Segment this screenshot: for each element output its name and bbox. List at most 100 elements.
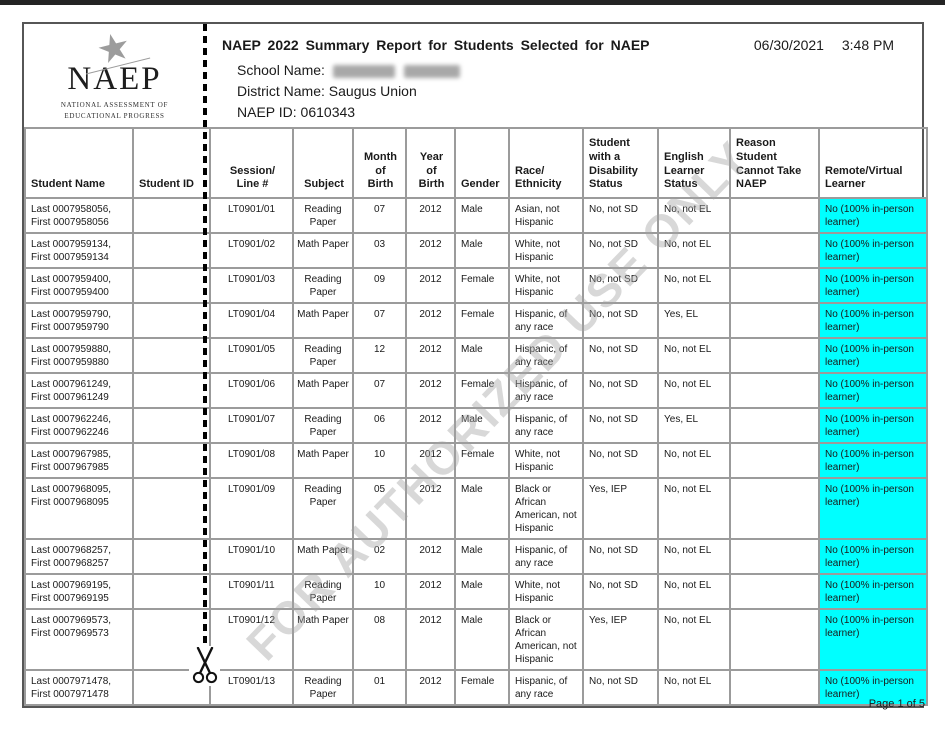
- district-name-label: District Name:: [237, 83, 325, 99]
- cell-id: [132, 267, 211, 304]
- cell-subject: Reading Paper: [292, 669, 354, 706]
- column-header-remote: Remote/Virtual Learner: [818, 127, 928, 199]
- cell-year: 2012: [405, 267, 456, 304]
- cell-subject: Math Paper: [292, 232, 354, 269]
- cell-race: Hispanic, of any race: [508, 407, 584, 444]
- cell-reason: [729, 407, 820, 444]
- table-row: Last 0007959880, First 0007959880 LT0901/…: [24, 337, 928, 374]
- students-table: Student Name Student ID Session/ Line # Sub…: [24, 127, 928, 706]
- cell-english: Yes, EL: [657, 407, 731, 444]
- cell-session: LT0901/09: [209, 477, 294, 540]
- cell-name: Last 0007961249, First 0007961249: [24, 372, 134, 409]
- cell-english: No, not EL: [657, 372, 731, 409]
- column-header-month: Month of Birth: [352, 127, 407, 199]
- cell-race: Hispanic, of any race: [508, 538, 584, 575]
- cell-id: [132, 538, 211, 575]
- document-page: ★ NAEP NATIONAL ASSESSMENT OF EDUCATIONA…: [22, 22, 928, 708]
- report-date: 06/30/2021: [753, 37, 824, 53]
- cell-session: LT0901/07: [209, 407, 294, 444]
- cell-gender: Female: [454, 372, 510, 409]
- table-row: Last 0007968257, First 0007968257 LT0901/…: [24, 538, 928, 575]
- table-row: Last 0007967985, First 0007967985 LT0901/…: [24, 442, 928, 479]
- cell-session: LT0901/13: [209, 669, 294, 706]
- naep-id-value: 0610343: [300, 104, 356, 120]
- cell-session: LT0901/01: [209, 197, 294, 234]
- cell-reason: [729, 477, 820, 540]
- page-top-border: [0, 0, 945, 5]
- cell-race: White, not Hispanic: [508, 267, 584, 304]
- cell-id: [132, 372, 211, 409]
- cell-month: 09: [352, 267, 407, 304]
- cell-year: 2012: [405, 232, 456, 269]
- naep-logo: ★ NAEP NATIONAL ASSESSMENT OF EDUCATIONA…: [24, 24, 205, 127]
- cell-remote: No (100% in-person learner): [818, 669, 928, 706]
- cell-id: [132, 573, 211, 610]
- school-name-redacted: [332, 64, 395, 78]
- cell-english: No, not EL: [657, 197, 731, 234]
- cell-reason: [729, 267, 820, 304]
- column-header-session: Session/ Line #: [209, 127, 294, 199]
- cell-race: Black or African American, not Hispanic: [508, 608, 584, 671]
- report-title: NAEP 2022 Summary Report for Students Se…: [222, 37, 650, 53]
- cell-month: 10: [352, 442, 407, 479]
- cell-reason: [729, 538, 820, 575]
- cell-gender: Male: [454, 538, 510, 575]
- cell-english: No, not EL: [657, 608, 731, 671]
- cell-gender: Male: [454, 197, 510, 234]
- cell-subject: Reading Paper: [292, 267, 354, 304]
- cell-race: Hispanic, of any race: [508, 302, 584, 339]
- header-text-block: NAEP 2022 Summary Report for Students Se…: [205, 24, 922, 127]
- cell-english: Yes, EL: [657, 302, 731, 339]
- column-header-reason: Reason Student Cannot Take NAEP: [729, 127, 820, 199]
- cell-year: 2012: [405, 538, 456, 575]
- cell-reason: [729, 302, 820, 339]
- cell-disability: No, not SD: [582, 442, 659, 479]
- cell-remote: No (100% in-person learner): [818, 197, 928, 234]
- cell-name: Last 0007969195, First 0007969195: [24, 573, 134, 610]
- naep-id-label: NAEP ID:: [237, 104, 297, 120]
- cell-reason: [729, 608, 820, 671]
- table-row: Last 0007968095, First 0007968095 LT0901/…: [24, 477, 928, 540]
- cell-month: 07: [352, 197, 407, 234]
- cell-disability: No, not SD: [582, 407, 659, 444]
- cell-remote: No (100% in-person learner): [818, 232, 928, 269]
- district-name-line: District Name: Saugus Union: [237, 81, 922, 102]
- cell-english: No, not EL: [657, 477, 731, 540]
- cell-english: No, not EL: [657, 267, 731, 304]
- cell-name: Last 0007967985, First 0007967985: [24, 442, 134, 479]
- district-name-value: Saugus Union: [328, 83, 417, 99]
- column-header-english: English Learner Status: [657, 127, 731, 199]
- cell-english: No, not EL: [657, 232, 731, 269]
- cell-subject: Reading Paper: [292, 573, 354, 610]
- cell-subject: Math Paper: [292, 538, 354, 575]
- cell-gender: Male: [454, 477, 510, 540]
- cut-line: [203, 24, 207, 646]
- table-row: Last 0007971478, First 0007971478 LT0901/…: [24, 669, 928, 706]
- cell-session: LT0901/03: [209, 267, 294, 304]
- table-row: Last 0007969195, First 0007969195 LT0901/…: [24, 573, 928, 610]
- cell-year: 2012: [405, 573, 456, 610]
- cell-session: LT0901/05: [209, 337, 294, 374]
- cell-reason: [729, 337, 820, 374]
- column-header-name: Student Name: [24, 127, 134, 199]
- cell-reason: [729, 372, 820, 409]
- cell-id: [132, 407, 211, 444]
- cell-id: [132, 608, 211, 671]
- cell-subject: Math Paper: [292, 372, 354, 409]
- cell-race: Hispanic, of any race: [508, 669, 584, 706]
- cell-gender: Female: [454, 302, 510, 339]
- cell-race: Hispanic, of any race: [508, 337, 584, 374]
- table-row: Last 0007959134, First 0007959134 LT0901/…: [24, 232, 928, 269]
- cell-subject: Math Paper: [292, 442, 354, 479]
- cell-name: Last 0007959134, First 0007959134: [24, 232, 134, 269]
- cell-disability: No, not SD: [582, 372, 659, 409]
- cell-month: 03: [352, 232, 407, 269]
- cell-subject: Reading Paper: [292, 337, 354, 374]
- report-time: 3:48 PM: [841, 37, 894, 53]
- cell-remote: No (100% in-person learner): [818, 538, 928, 575]
- column-header-disability: Student with a Disability Status: [582, 127, 659, 199]
- cell-year: 2012: [405, 669, 456, 706]
- cell-year: 2012: [405, 372, 456, 409]
- naep-logo-acronym: NAEP: [67, 61, 162, 98]
- cell-id: [132, 197, 211, 234]
